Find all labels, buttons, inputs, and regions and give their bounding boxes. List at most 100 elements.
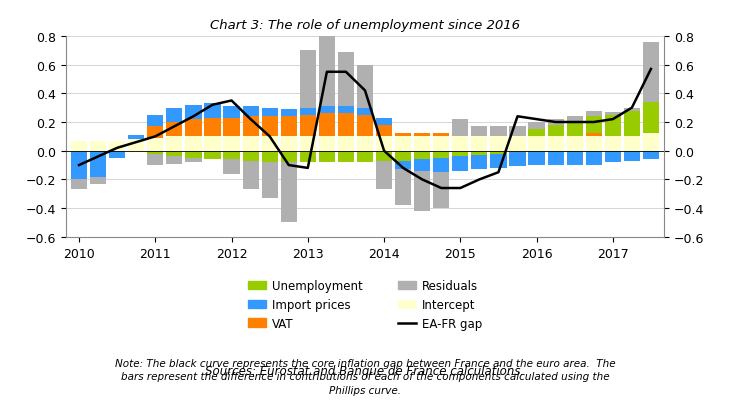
Bar	[433, 137, 450, 151]
Bar	[529, 123, 545, 130]
Bar	[223, 151, 239, 160]
Bar	[357, 65, 373, 108]
Bar	[548, 137, 564, 151]
Bar	[166, 157, 182, 164]
Bar	[414, 137, 430, 151]
Bar	[261, 151, 278, 163]
Bar	[566, 151, 583, 166]
Bar	[300, 115, 316, 137]
Bar	[624, 151, 640, 162]
Bar	[185, 137, 201, 151]
Bar	[242, 151, 258, 162]
Bar	[491, 127, 507, 137]
Bar	[529, 151, 545, 166]
Bar	[624, 108, 640, 111]
Bar	[604, 137, 621, 151]
Bar	[585, 117, 602, 134]
Bar	[414, 171, 430, 211]
Bar	[510, 137, 526, 151]
Bar	[185, 159, 201, 163]
Bar	[109, 151, 126, 159]
Bar	[395, 151, 411, 162]
Bar	[223, 119, 239, 137]
Bar	[185, 120, 201, 137]
Bar	[529, 137, 545, 151]
Bar	[472, 137, 488, 151]
Bar	[280, 137, 297, 151]
Bar	[319, 28, 335, 107]
Bar	[376, 162, 392, 190]
Bar	[90, 177, 106, 184]
Bar	[338, 107, 354, 114]
Bar	[223, 160, 239, 174]
Bar	[204, 151, 220, 160]
Bar	[376, 126, 392, 137]
Bar	[319, 137, 335, 151]
Bar	[242, 137, 258, 151]
Bar	[357, 115, 373, 137]
Bar	[604, 151, 621, 163]
Bar	[319, 107, 335, 114]
Bar	[585, 134, 602, 137]
Bar	[643, 43, 659, 103]
Bar	[585, 111, 602, 117]
Bar	[300, 51, 316, 108]
Bar	[529, 130, 545, 137]
Bar	[204, 119, 220, 137]
Bar	[433, 159, 450, 173]
Bar	[491, 151, 507, 154]
Bar	[604, 115, 621, 137]
Bar	[261, 117, 278, 137]
Bar	[433, 134, 450, 137]
Bar	[319, 151, 335, 163]
Bar	[166, 108, 182, 123]
Bar	[395, 170, 411, 206]
Bar	[643, 151, 659, 160]
Bar	[414, 151, 430, 160]
Bar	[472, 127, 488, 137]
Bar	[90, 141, 106, 151]
Bar	[147, 151, 164, 154]
Bar	[395, 162, 411, 170]
Bar	[166, 123, 182, 137]
Bar	[624, 111, 640, 137]
Bar	[128, 140, 145, 151]
Bar	[491, 154, 507, 169]
Bar	[300, 137, 316, 151]
Bar	[548, 151, 564, 166]
Bar	[166, 151, 182, 157]
Bar	[338, 114, 354, 137]
Bar	[223, 107, 239, 119]
Bar	[395, 137, 411, 151]
Bar	[147, 115, 164, 127]
Bar	[414, 134, 430, 137]
Bar	[452, 120, 469, 137]
Bar	[204, 104, 220, 119]
Bar	[510, 153, 526, 167]
Bar	[338, 151, 354, 163]
Bar	[395, 134, 411, 137]
Bar	[300, 108, 316, 115]
Bar	[357, 151, 373, 163]
Bar	[185, 151, 201, 159]
Bar	[147, 138, 164, 151]
Bar	[566, 123, 583, 137]
Bar	[376, 137, 392, 151]
Bar	[242, 107, 258, 117]
Bar	[223, 137, 239, 151]
Bar	[376, 151, 392, 162]
Legend: Unemployment, Import prices, VAT, Residuals, Intercept, EA-FR gap: Unemployment, Import prices, VAT, Residu…	[248, 279, 482, 330]
Bar	[566, 117, 583, 123]
Bar	[548, 120, 564, 126]
Title: Chart 3: The role of unemployment since 2016: Chart 3: The role of unemployment since …	[210, 18, 520, 31]
Bar	[261, 137, 278, 151]
Bar	[338, 52, 354, 107]
Bar	[510, 127, 526, 137]
Bar	[280, 110, 297, 117]
Bar	[280, 163, 297, 223]
Bar	[566, 137, 583, 151]
Bar	[90, 151, 106, 177]
Bar	[242, 162, 258, 190]
Bar	[452, 137, 469, 151]
Bar	[548, 126, 564, 137]
